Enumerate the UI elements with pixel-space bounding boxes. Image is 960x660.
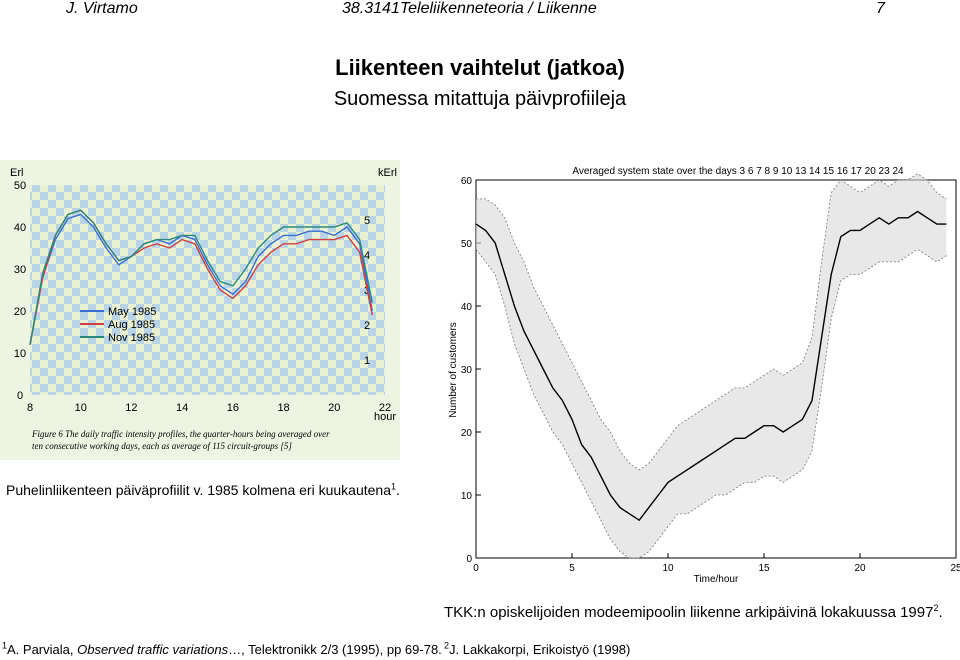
header-author: J. Virtamo [66,0,138,17]
y-tick-label: 20 [14,306,26,318]
y-tick-label: 10 [14,348,26,360]
averaged-state-line [475,210,947,522]
legend-may: May 1985 [108,306,156,318]
chart-title: Averaged system state over the days 3 6 … [572,166,904,177]
y-tick-label: 30 [14,264,26,276]
plot-area [30,185,385,395]
x-tick-label: 0 [473,563,479,574]
series-line-2 [29,209,373,345]
y-tick-label: 50 [461,239,473,250]
y2-tick-label: 1 [364,355,370,367]
page-title: Liikenteen vaihtelut (jatkoa) [335,55,625,80]
daily-variation-band [476,173,947,558]
x-axis-label: Time/hour [694,574,739,585]
footnote-1: 1A. Parviala, Observed traffic variation… [2,640,442,657]
y-tick-label: 20 [461,428,473,439]
x-tick-label: 8 [27,402,33,414]
upper-daily-curve [476,173,947,471]
lower-daily-curve [475,248,947,559]
y-tick-label: 40 [461,302,473,313]
daily-profile-chart: Erl kErl hour 8 10 12 14 16 18 20 2201020304050… [0,160,400,460]
figure-caption-line-2: ten consecutive working days, each as av… [32,441,292,451]
footnote-2: 2J. Lakkakorpi, Erikoistyö (1998) [444,640,631,657]
left-axis-unit: Erl [10,167,23,179]
series-line-0 [29,213,373,345]
x-tick-label: 10 [662,563,674,574]
x-tick-label: 12 [125,402,137,414]
page-subtitle: Suomessa mitattuja päivprofiileja [333,88,627,110]
x-tick-label: 25 [950,563,960,574]
y-axis-label: Number of customers [448,322,459,418]
x-tick-label: 22 [379,402,391,414]
y2-tick-label: 5 [364,215,370,227]
left-figure-caption: Puhelinliikenteen päiväprofiilit v. 1985… [6,481,400,498]
x-tick-label: 16 [227,402,239,414]
right-axis-unit: kErl [378,167,397,179]
y-tick-label: 10 [461,491,473,502]
legend-aug: Aug 1985 [108,319,155,331]
x-tick-label: 5 [569,563,575,574]
header-course: 38.3141Teleliikenneteoria / Liikenne [342,0,597,17]
right-figure-caption: TKK:n opiskelijoiden modeemipoolin liike… [444,603,943,622]
x-axis-unit: hour [374,411,396,423]
x-tick-label: 10 [75,402,87,414]
y-tick-label: 50 [14,180,26,192]
figure-caption-line-1: Figure 6 The daily traffic intensity pro… [31,429,330,439]
header-page-number: 7 [876,0,885,17]
y-tick-label: 40 [14,222,26,234]
x-tick-label: 20 [328,402,340,414]
y-tick-label: 0 [466,554,472,565]
y-tick-label: 60 [461,176,473,187]
y2-tick-label: 2 [364,320,370,332]
y-tick-label: 0 [17,390,23,402]
x-tick-label: 14 [176,402,188,414]
y2-tick-label: 4 [364,250,370,262]
x-tick-label: 18 [277,402,289,414]
legend: May 1985 Aug 1985 Nov 1985 [80,306,156,344]
legend-nov: Nov 1985 [108,332,155,344]
x-tick-label: 20 [854,563,866,574]
modem-pool-chart: Averaged system state over the days 3 6 … [448,166,960,585]
y-tick-label: 30 [461,365,473,376]
x-tick-label: 15 [758,563,770,574]
